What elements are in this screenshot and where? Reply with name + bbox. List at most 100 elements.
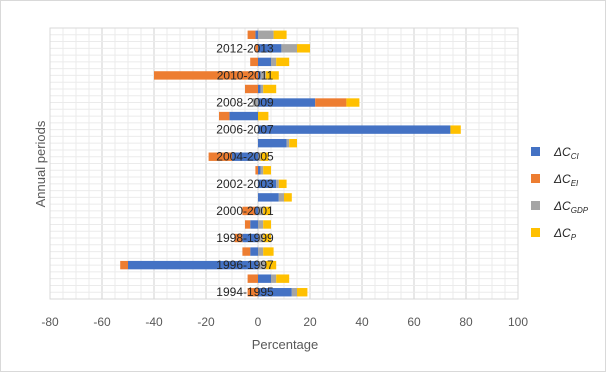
bar-ei-14 (315, 98, 347, 107)
bar-ei-2 (120, 260, 128, 270)
bar-ci-15 (258, 84, 261, 94)
bar-p-5 (263, 220, 271, 229)
bar-ei-5 (245, 220, 251, 229)
x-tick-label: 100 (508, 315, 528, 329)
bar-ci-14 (258, 98, 316, 107)
bar-p-12 (450, 125, 461, 134)
bar-gdp-5 (258, 220, 264, 229)
bar-ei-17 (250, 57, 258, 67)
bar-ei-3 (242, 247, 251, 256)
legend-label-gdp: ΔCGDP (553, 199, 589, 215)
bar-ci-6 (255, 206, 258, 216)
bar-ci-1 (258, 274, 271, 283)
bar-gdp-17 (271, 57, 277, 67)
bar-p-4 (263, 233, 271, 243)
plot-area-border (49, 27, 519, 300)
bar-ei-9 (255, 166, 258, 175)
bar-p-13 (258, 111, 269, 121)
bar-gdp-14 (252, 98, 258, 107)
x-tick-label: -80 (41, 315, 59, 329)
x-tick-labels: -80 -60 -40 -20 0 20 40 60 80 100 (41, 315, 528, 329)
bar-ci-0 (258, 288, 292, 297)
bar-p-1 (276, 274, 290, 283)
x-tick-label: 40 (355, 315, 369, 329)
category-label: 1996-1997 (216, 258, 274, 272)
bar-gdp-10 (258, 152, 261, 161)
bar-ci-13 (229, 111, 258, 121)
bar-p-8 (278, 179, 287, 189)
category-label: 1994-1995 (216, 285, 274, 299)
bar-gdp-3 (258, 247, 264, 256)
bar-p-6 (263, 206, 271, 216)
bar-ci-11 (258, 138, 287, 148)
bar-ci-4 (242, 233, 258, 243)
category-label: 2000-2001 (216, 204, 274, 218)
bar-ei-10 (208, 152, 232, 161)
bar-p-16 (265, 71, 279, 80)
bar-gdp-11 (286, 138, 290, 148)
bar-p-3 (263, 247, 274, 256)
bar-p-7 (284, 193, 292, 202)
legend-label-ci: ΔCCI (553, 145, 579, 161)
x-tick-label: -60 (93, 315, 111, 329)
bar-ei-1 (247, 274, 258, 283)
bar-p-17 (276, 57, 290, 67)
bar-gdp-9 (260, 166, 264, 175)
bar-p-18 (297, 44, 310, 53)
bar-gdp-6 (258, 206, 264, 216)
bar-ei-15 (245, 84, 258, 94)
bar-p-9 (263, 166, 271, 175)
bar-ci-3 (250, 247, 258, 256)
category-label: 2006-2007 (216, 123, 274, 137)
bar-ei-19 (247, 30, 256, 39)
legend: ΔCCI ΔCEI ΔCGDP ΔCP (531, 145, 589, 242)
x-tick-label: 0 (255, 315, 262, 329)
bar-p-14 (346, 98, 360, 107)
bar-ci-17 (258, 57, 271, 67)
bar-ci-16 (258, 71, 261, 80)
bar-gdp-8 (276, 179, 279, 189)
bar-gdp-2 (258, 260, 266, 270)
bar-gdp-1 (271, 274, 277, 283)
bar-ei-13 (219, 111, 230, 121)
x-axis-title: Percentage (252, 337, 319, 352)
bar-p-19 (273, 30, 287, 39)
x-tick-label: 20 (303, 315, 317, 329)
bar-gdp-18 (281, 44, 297, 53)
bar-p-15 (263, 84, 277, 94)
bar-p-0 (297, 288, 308, 297)
bar-ei-6 (242, 206, 256, 216)
bar-gdp-16 (260, 71, 266, 80)
category-label: 1998-1999 (216, 231, 274, 245)
bar-ci-18 (258, 44, 282, 53)
x-tick-label: -20 (197, 315, 215, 329)
legend-swatch-ci (531, 147, 540, 156)
bar-p-11 (289, 138, 297, 148)
bar-p-10 (260, 152, 269, 161)
grid (49, 27, 519, 300)
bar-ci-8 (258, 179, 277, 189)
bar-ei-4 (234, 233, 243, 243)
category-labels: 1994-1995 1996-1997 1998-1999 2000-2001 2002… (216, 41, 274, 299)
category-label: 2004-2005 (216, 150, 274, 164)
bar-gdp-15 (260, 84, 264, 94)
legend-swatch-p (531, 228, 540, 237)
bar-ei-18 (255, 44, 258, 53)
category-label: 2012-2013 (216, 41, 274, 55)
category-label: 2010-2011 (217, 68, 274, 82)
bar-ci-5 (250, 220, 258, 229)
legend-swatch-ei (531, 174, 540, 183)
bar-ci-9 (258, 166, 261, 175)
bar-ci-19 (255, 30, 258, 39)
category-label: 2002-2003 (216, 177, 274, 191)
legend-label-ei: ΔCEI (553, 172, 579, 188)
bar-ci-10 (232, 152, 258, 161)
bar-gdp-0 (291, 288, 297, 297)
bar-gdp-7 (278, 193, 284, 202)
x-tick-label: 60 (407, 315, 421, 329)
bar-ci-2 (128, 260, 258, 270)
legend-label-p: ΔCP (553, 226, 577, 242)
bar-p-2 (265, 260, 277, 270)
